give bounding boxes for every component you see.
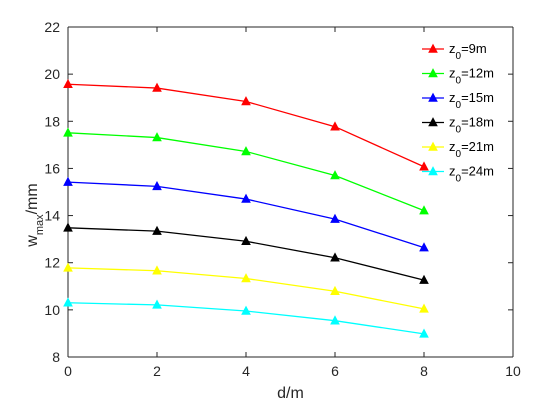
legend-label-main: z: [449, 41, 456, 56]
data-point: [419, 303, 429, 313]
data-point: [419, 328, 429, 338]
legend-item: z0=18m: [422, 115, 494, 136]
data-point: [152, 132, 162, 142]
legend-item: z0=9m: [422, 41, 487, 62]
legend-label-sub: 0: [456, 100, 462, 111]
series-2: [63, 176, 429, 252]
data-point: [152, 265, 162, 275]
x-tick-label: 2: [153, 363, 161, 379]
legend-item: z0=15m: [422, 90, 494, 111]
legend-item: z0=21m: [422, 139, 494, 160]
x-tick-label: 10: [505, 363, 521, 379]
data-point: [241, 193, 251, 203]
data-point: [330, 315, 340, 325]
data-point: [241, 305, 251, 315]
x-axis-label: d/m: [277, 385, 304, 402]
y-axis-label-main: w: [24, 235, 41, 248]
plot-background: [68, 27, 513, 357]
x-tick-label: 4: [242, 363, 250, 379]
plot-area: [68, 27, 513, 357]
data-point: [63, 297, 73, 307]
legend-label-sub: 0: [456, 51, 462, 62]
y-tick-label: 16: [44, 160, 60, 176]
y-tick-label: 14: [44, 208, 60, 224]
series-1: [63, 127, 429, 215]
legend-swatch-marker: [428, 166, 438, 176]
y-axis-label-sub: max: [34, 214, 46, 235]
legend-label-main: z: [449, 115, 456, 130]
legend-label-rest: =12m: [461, 66, 494, 81]
data-point: [152, 82, 162, 92]
data-point: [241, 96, 251, 106]
data-point: [330, 121, 340, 131]
legend-swatch-marker: [428, 141, 438, 151]
series-5: [63, 297, 429, 338]
legend-item: z0=12m: [422, 66, 494, 87]
legend-label-main: z: [449, 90, 456, 105]
data-point: [63, 176, 73, 186]
y-tick-label: 10: [44, 302, 60, 318]
series-0: [63, 78, 429, 171]
legend-label: z0=24m: [449, 164, 494, 185]
data-point: [152, 180, 162, 191]
series-layer: [63, 78, 429, 338]
legend-label-sub: 0: [456, 173, 462, 184]
data-point: [419, 161, 429, 171]
series-3: [63, 222, 429, 284]
data-point: [63, 127, 73, 137]
y-tick-label: 20: [44, 66, 60, 82]
legend-label-main: z: [449, 139, 456, 154]
y-tick-label: 18: [44, 113, 60, 129]
data-point: [330, 285, 340, 295]
y-tick-label: 22: [44, 19, 60, 35]
data-point: [419, 205, 429, 215]
x-tick-label: 0: [64, 363, 72, 379]
data-point: [241, 146, 251, 156]
legend-swatch-marker: [428, 92, 438, 102]
data-point: [419, 274, 429, 284]
legend-label: z0=9m: [449, 41, 487, 62]
data-point: [330, 170, 340, 180]
legend-label-rest: =15m: [461, 90, 494, 105]
y-tick-label: 8: [52, 349, 60, 365]
data-point: [63, 78, 73, 89]
legend-swatch-marker: [428, 117, 438, 127]
legend-label: z0=15m: [449, 90, 494, 111]
legend-label-rest: =24m: [461, 164, 494, 179]
legend-swatch-marker: [428, 68, 438, 78]
legend-label-sub: 0: [456, 75, 462, 86]
legend-label: z0=18m: [449, 115, 494, 136]
legend-label-rest: =21m: [461, 139, 494, 154]
data-point: [419, 242, 429, 252]
data-point: [241, 273, 251, 283]
legend-label-rest: =18m: [461, 115, 494, 130]
legend-label-main: z: [449, 66, 456, 81]
x-tick-label: 6: [331, 363, 339, 379]
series-4: [63, 262, 429, 313]
x-tick-label: 8: [420, 363, 428, 379]
data-point: [152, 225, 162, 235]
legend-label-sub: 0: [456, 149, 462, 160]
data-point: [330, 213, 340, 223]
legend-label: z0=21m: [449, 139, 494, 160]
data-point: [330, 252, 340, 262]
legend-swatch-marker: [428, 43, 438, 53]
y-tick-label: 12: [44, 255, 60, 271]
axes: 0 2 4 6 8 10 8 10 12 14 16 18 20 22: [44, 19, 521, 379]
legend-item: z0=24m: [422, 164, 494, 185]
data-point: [241, 235, 251, 246]
y-axis-label-unit: /mm: [24, 183, 41, 214]
legend-label-main: z: [449, 164, 456, 179]
data-point: [63, 262, 73, 272]
y-axis-label: wmax/mm: [24, 183, 46, 247]
legend-label: z0=12m: [449, 66, 494, 87]
legend-label-sub: 0: [456, 124, 462, 135]
legend-label-rest: =9m: [461, 41, 487, 56]
data-point: [63, 222, 73, 232]
data-point: [152, 299, 162, 309]
